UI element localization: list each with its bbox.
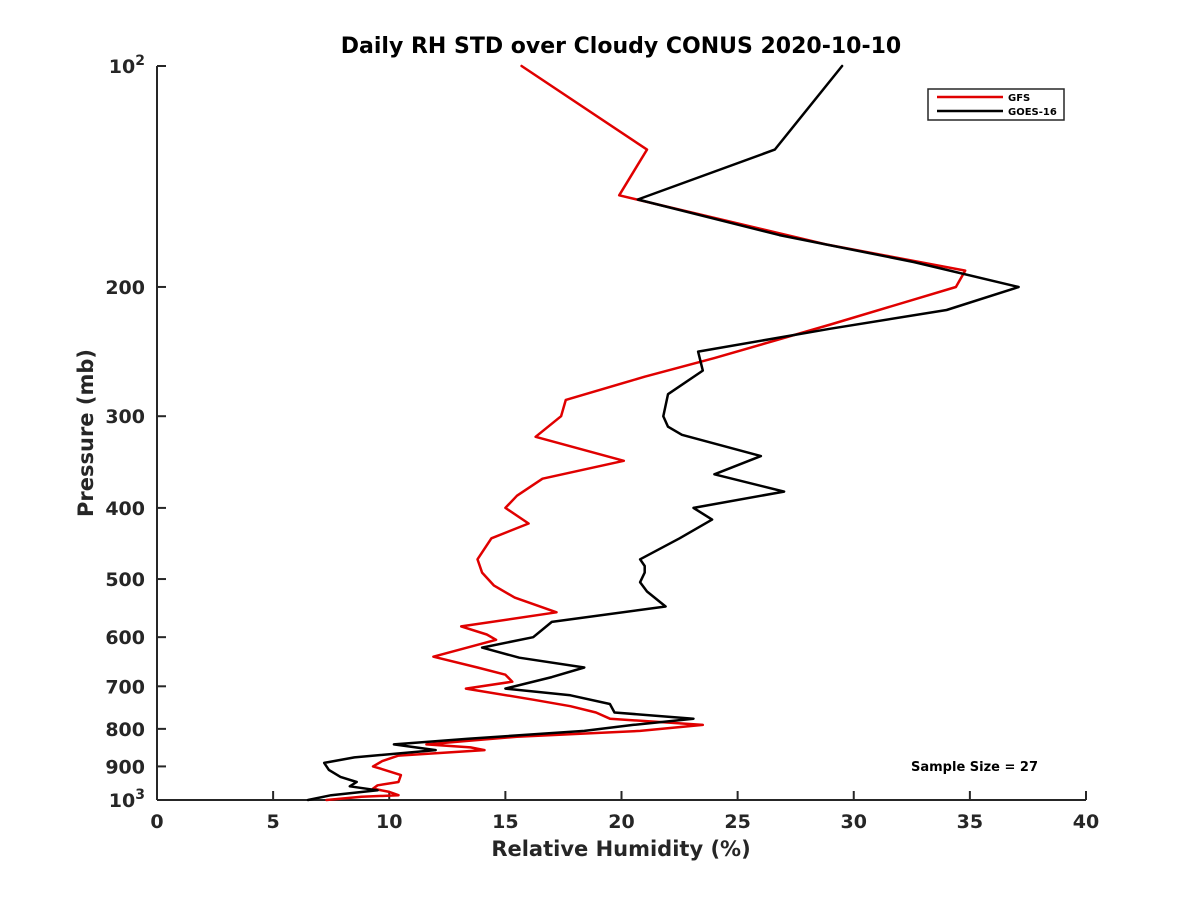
x-tick-label: 5 [267,811,280,833]
y-tick-label: 300 [105,406,145,428]
y-tick-label-exponent: 3 [135,787,145,803]
y-tick-label: 600 [105,627,145,649]
y-tick-label: 102 [109,53,145,78]
legend-label-goes16: GOES-16 [1008,107,1057,118]
y-axis-title: Pressure (mb) [74,349,98,517]
y-tick-label: 400 [105,498,145,520]
y-tick-label: 800 [105,719,145,741]
y-tick-label: 900 [105,756,145,778]
series [306,64,1020,802]
legend-box [927,88,1065,121]
series-line-goes-16 [306,64,1020,802]
x-tick-label: 10 [376,811,402,833]
legend-label-gfs: GFS [1008,93,1030,104]
x-ticks: 0 5 10 15 20 25 30 35 40 [150,791,1099,833]
y-tick-label: 700 [105,676,145,698]
sample-size-annotation: Sample Size = 27 [911,760,1038,775]
x-tick-label: 35 [957,811,983,833]
axes [156,66,1086,801]
x-tick-label: 40 [1073,811,1099,833]
x-tick-label: 25 [724,811,750,833]
y-tick-label: 200 [105,277,145,299]
y-tick-label: 500 [105,569,145,591]
x-tick-label: 15 [492,811,518,833]
x-tick-label: 30 [841,811,867,833]
y-tick-label-base: 10 [109,56,135,78]
series-line-gfs [325,64,967,802]
chart-title: Daily RH STD over Cloudy CONUS 2020-10-1… [341,34,901,59]
x-axis-title: Relative Humidity (%) [491,837,750,861]
y-tick-label-exponent: 2 [135,53,145,69]
y-tick-label-base: 10 [109,790,135,812]
y-tick-label: 103 [109,787,145,812]
x-tick-label: 20 [608,811,634,833]
legend: GFS GOES-16 [927,88,1065,121]
x-tick-label: 0 [150,811,163,833]
